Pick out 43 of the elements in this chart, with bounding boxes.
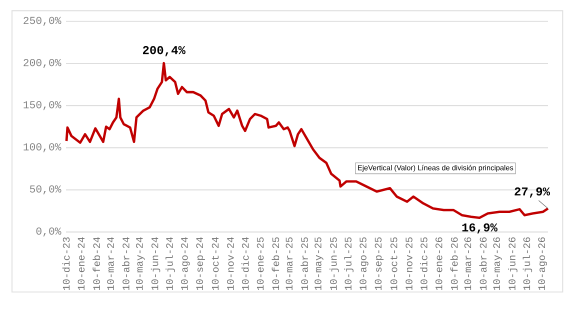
y-tick-label: 100,0% xyxy=(24,143,62,152)
x-tick-label: 10-mar-26 xyxy=(464,237,472,290)
y-tick-label: 150,0% xyxy=(24,101,62,110)
x-tick-label: 10-feb-26 xyxy=(450,237,458,290)
x-tick-label: 10-jul-26 xyxy=(522,237,532,290)
x-tick-label: 10-abr-26 xyxy=(479,237,487,290)
x-tick-label: 10-oct-24 xyxy=(212,237,219,290)
x-tick-label: 10-jul-25 xyxy=(344,237,354,290)
x-tick-label: 10-may-25 xyxy=(314,237,324,290)
x-tick-label: 10-may-26 xyxy=(493,237,502,290)
x-tick-label: 10-sep-25 xyxy=(374,237,384,290)
x-tick-label: 10-feb-24 xyxy=(92,237,100,290)
y-tick-label: 250,0% xyxy=(24,16,62,26)
x-tick-label: 10-dic-25 xyxy=(420,237,428,290)
x-tick-label: 10-feb-25 xyxy=(272,237,280,290)
x-tick-label: 10-oct-25 xyxy=(390,237,398,290)
x-tick-label: 10-ago-24 xyxy=(181,237,190,290)
x-tick-label: 10-nov-25 xyxy=(406,237,412,290)
x-tick-label: 10-ago-26 xyxy=(538,237,547,290)
y-tick-label: 50,0% xyxy=(30,185,62,194)
annotation: 16,9% xyxy=(462,223,498,234)
x-tick-label: 10-jun-25 xyxy=(330,237,339,290)
x-tick-label: 10-jul-24 xyxy=(166,237,175,290)
y-tick-label: 0,0% xyxy=(36,227,62,237)
line-series xyxy=(65,62,550,219)
x-tick-label: 10-dic-24 xyxy=(241,237,249,290)
x-tick-label: 10-nov-24 xyxy=(227,237,234,290)
x-tick-label: 10-dic-23 xyxy=(62,237,70,290)
x-tick-label: 10-mar-25 xyxy=(286,237,293,290)
x-tick-label: 10-ene-26 xyxy=(435,237,442,290)
x-tick-label: 10-abr-25 xyxy=(300,237,308,290)
x-tick-label: 10-ago-25 xyxy=(360,237,368,290)
annotation: 200,4% xyxy=(142,46,186,56)
x-tick-label: 10-may-24 xyxy=(136,237,145,290)
y-tick-label: 200,0% xyxy=(24,58,62,68)
x-tick-label: 10-sep-24 xyxy=(196,237,205,290)
x-tick-label: 10-ene-25 xyxy=(256,237,264,290)
x-tick-label: 10-mar-24 xyxy=(107,237,114,290)
annotation: 27,9% xyxy=(514,187,550,198)
x-tick-label: 10-jun-24 xyxy=(150,237,160,290)
x-tick-label: 10-abr-24 xyxy=(122,237,130,290)
x-tick-label: 10-ene-24 xyxy=(78,237,85,290)
x-tick-label: 10-jun-26 xyxy=(508,237,518,290)
